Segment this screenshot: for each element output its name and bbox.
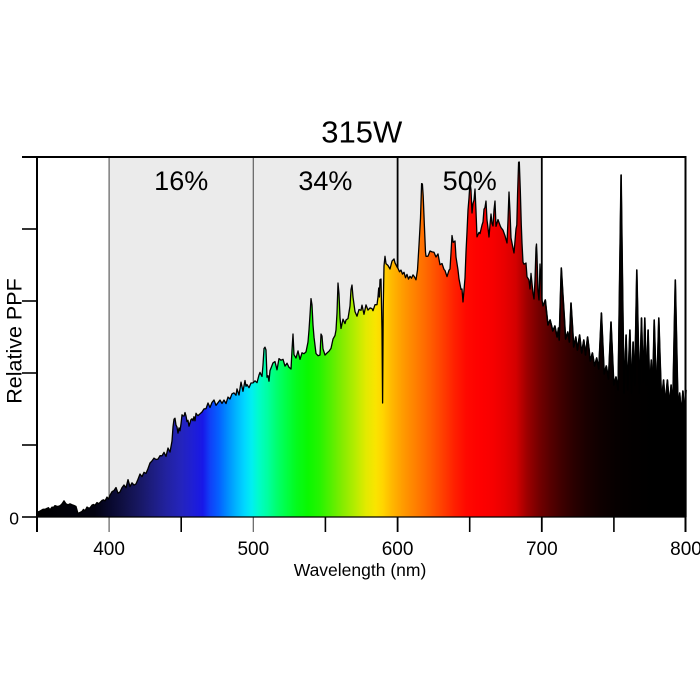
svg-text:16%: 16% — [154, 166, 208, 196]
svg-text:0: 0 — [9, 509, 19, 529]
svg-text:34%: 34% — [298, 166, 352, 196]
svg-text:500: 500 — [237, 539, 269, 560]
svg-text:800: 800 — [670, 539, 700, 560]
svg-text:400: 400 — [93, 539, 125, 560]
svg-text:Wavelength (nm): Wavelength (nm) — [294, 560, 427, 580]
svg-text:Relative PPF: Relative PPF — [3, 278, 27, 403]
svg-text:700: 700 — [526, 539, 558, 560]
svg-text:50%: 50% — [443, 166, 497, 196]
svg-text:315W: 315W — [321, 115, 403, 150]
svg-text:600: 600 — [382, 539, 414, 560]
